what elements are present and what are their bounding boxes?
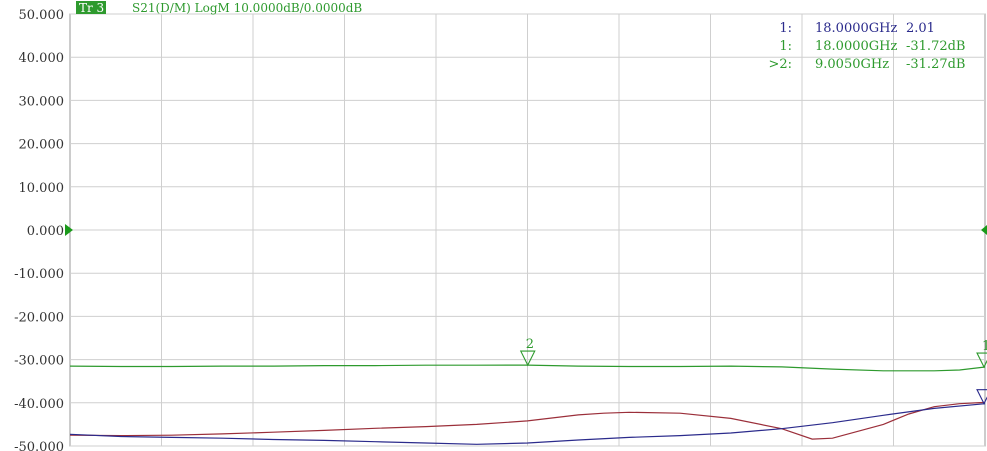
y-tick-label: -20.000	[14, 310, 64, 325]
series-line	[69, 364, 986, 372]
y-tick-label: -50.000	[14, 440, 64, 451]
series-group	[69, 364, 986, 445]
readout-value: 2.01	[906, 21, 935, 36]
series-line	[69, 403, 986, 445]
marker-triangle	[519, 350, 536, 367]
y-tick-label: -40.000	[14, 397, 64, 412]
y-tick-label: 20.000	[19, 138, 65, 153]
trace-tag: Tr 3	[79, 1, 104, 15]
y-tick-label: 50.000	[19, 8, 65, 23]
readout-frequency: 18.0000GHz	[815, 39, 897, 54]
marker-readouts: 1: 18.0000GHz 2.01 1: 18.0000GHz -31.72dB >2: 9…	[768, 21, 965, 72]
trace-title-group: Tr 3 S21(D/M) LogM 10.0000dB/0.0000dB	[76, 1, 362, 15]
series-line	[69, 401, 986, 440]
y-tick-label: 40.000	[19, 51, 65, 66]
marker-label: 1	[982, 339, 987, 354]
readout-value: -31.27dB	[906, 57, 965, 72]
y-tick-label: -30.000	[14, 354, 64, 369]
readout-id: 1:	[779, 39, 792, 54]
reference-arrows	[65, 224, 987, 236]
marker-triangle	[976, 352, 987, 369]
y-tick-label: 0.000	[27, 224, 64, 239]
readout-value: -31.72dB	[906, 39, 965, 54]
y-tick-labels: 50.000 40.000 30.000 20.000 10.000 0.000 -10.0…	[14, 8, 64, 451]
readout-frequency: 9.0050GHz	[815, 57, 889, 72]
readout-id: >2:	[768, 57, 792, 72]
grid	[69, 13, 986, 447]
reference-arrow-right	[981, 225, 987, 235]
readout-id: 1:	[779, 21, 792, 36]
y-tick-label: 10.000	[19, 181, 65, 196]
trace-description: S21(D/M) LogM 10.0000dB/0.0000dB	[132, 1, 362, 15]
readout-frequency: 18.0000GHz	[815, 21, 897, 36]
y-tick-label: -10.000	[14, 267, 64, 282]
trace-tag-bg	[76, 1, 106, 14]
marker-triangle	[976, 389, 987, 405]
y-tick-label: 30.000	[19, 94, 65, 109]
reference-arrow-left	[65, 224, 73, 236]
marker-label: 2	[526, 337, 534, 352]
